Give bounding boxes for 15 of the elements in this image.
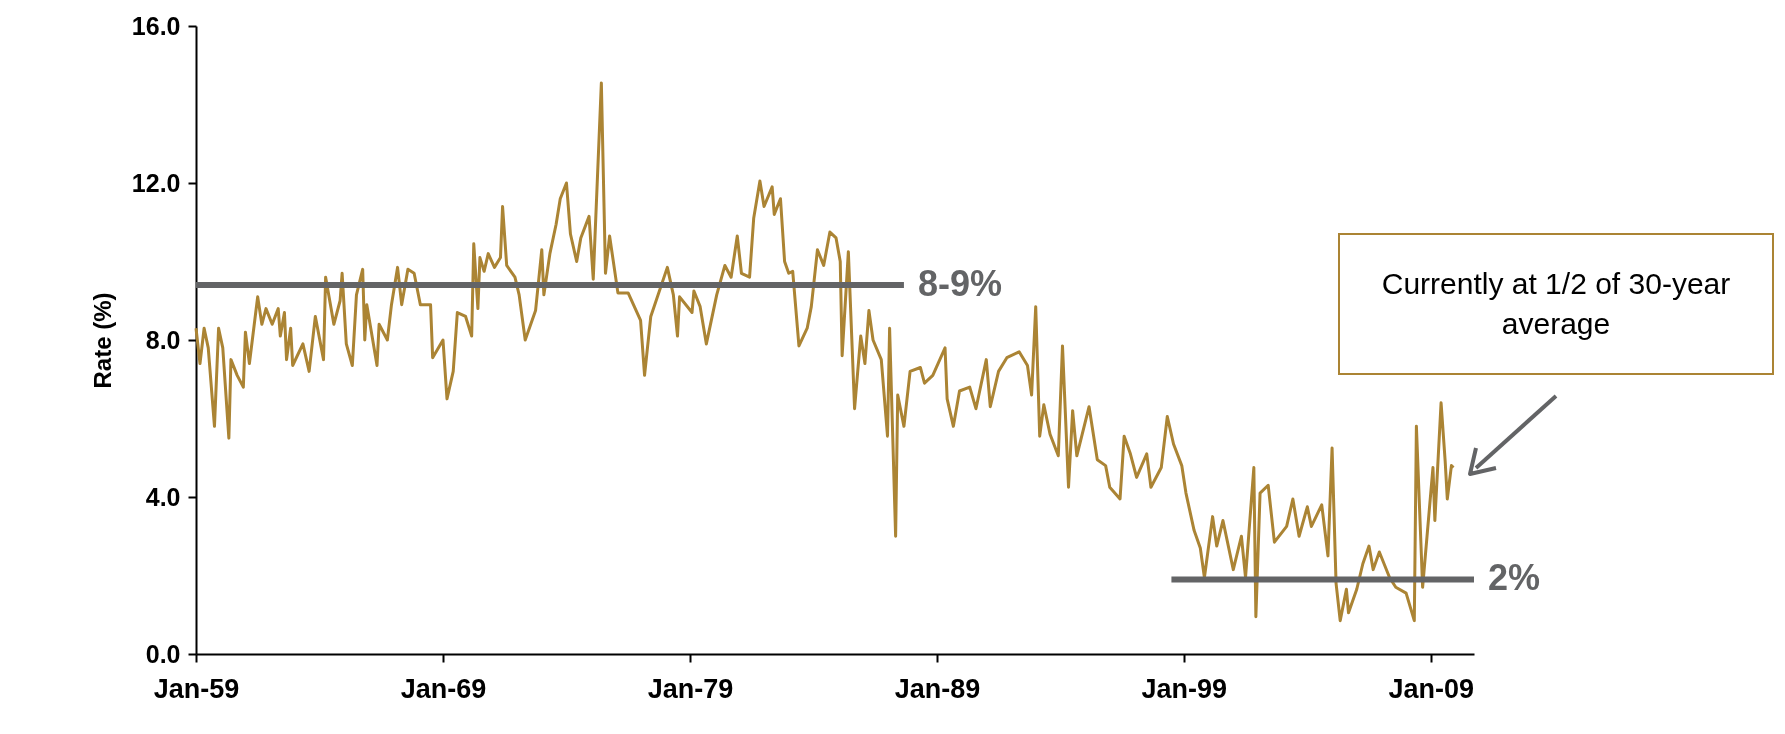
- x-tick-label: Jan-79: [647, 673, 734, 704]
- y-tick-label: 8.0: [145, 325, 181, 354]
- y-tick-label: 0.0: [145, 639, 181, 668]
- x-tick-label: Jan-99: [1141, 673, 1228, 704]
- y-tick-label: 16.0: [131, 11, 181, 40]
- y-axis-title: Rate (%): [88, 292, 116, 389]
- x-tick-label: Jan-89: [894, 673, 981, 704]
- series-label: 2%: [1488, 557, 1541, 599]
- y-tick-label: 12.0: [131, 168, 181, 197]
- annotation: Currently at 1/2 of 30-year average: [1338, 233, 1774, 375]
- x-tick-label: Jan-59: [153, 673, 240, 704]
- y-tick-label: 4.0: [145, 482, 181, 511]
- x-tick-label: Jan-09: [1388, 673, 1475, 704]
- series-label: 8-9%: [917, 263, 1002, 305]
- x-tick-label: Jan-69: [400, 673, 487, 704]
